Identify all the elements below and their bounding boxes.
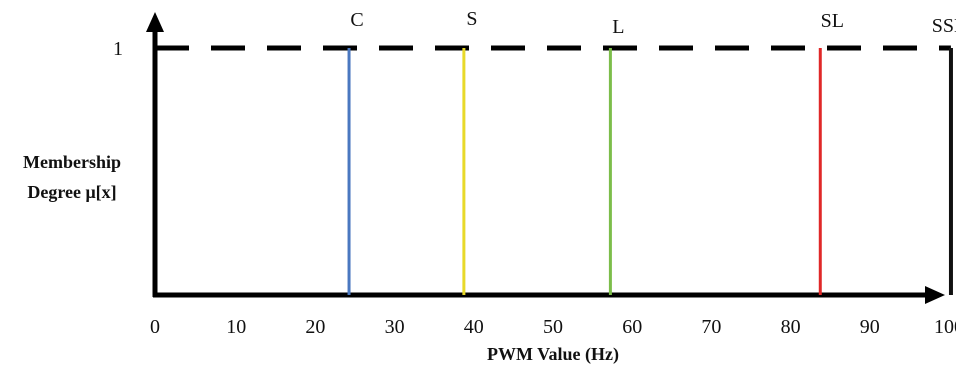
y-axis-title-line-1: Membership (23, 152, 121, 172)
axes (146, 12, 945, 304)
x-tick-label: 30 (385, 316, 405, 338)
x-axis-arrow (925, 286, 945, 304)
tick-labels: 01020304050607080901001101 (113, 38, 956, 338)
x-axis-title: PWM Value (Hz) (487, 344, 619, 365)
x-tick-label: 0 (150, 316, 160, 338)
x-tick-label: 60 (622, 316, 642, 338)
y-tick-label: 1 (113, 38, 123, 60)
series-label-s: S (466, 8, 477, 30)
series-label-sl: SL (821, 10, 844, 32)
series-label-l: L (612, 16, 624, 38)
series-label-c: C (350, 9, 363, 31)
x-tick-label: 10 (226, 316, 246, 338)
x-tick-label: 20 (305, 316, 325, 338)
x-tick-label: 70 (701, 316, 721, 338)
y-axis-title-line-2: Degree μ[x] (27, 182, 116, 202)
x-tick-label: 40 (464, 316, 484, 338)
singleton-series: CSLSLSSL (347, 8, 956, 295)
x-tick-label: 100 (934, 316, 956, 338)
series-label-ssl: SSL (932, 15, 956, 37)
x-tick-label: 80 (781, 316, 801, 338)
x-tick-label: 50 (543, 316, 563, 338)
x-tick-label: 90 (860, 316, 880, 338)
y-axis-arrow (146, 12, 164, 32)
